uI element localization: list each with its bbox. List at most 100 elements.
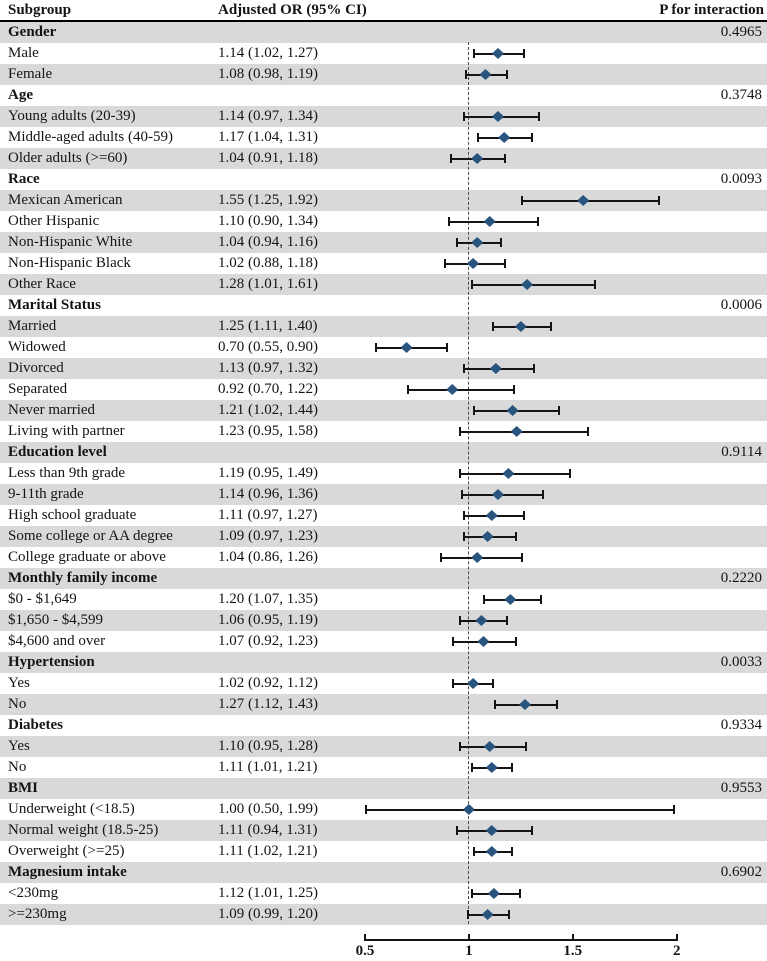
p-interaction-value: 0.9553 <box>720 780 762 796</box>
ci-error-bar <box>493 694 559 715</box>
ci-error-bar <box>448 211 540 232</box>
subgroup-label: $0 - $1,649 <box>8 591 77 607</box>
or-point-diamond <box>491 489 504 500</box>
subgroup-label: Widowed <box>8 339 66 355</box>
subgroup-label: Yes <box>8 675 30 691</box>
ci-cap-left <box>471 763 473 772</box>
ci-error-bar <box>444 253 507 274</box>
section-header-row: Gender 0.4965 <box>0 22 767 43</box>
or-point-diamond <box>504 594 517 605</box>
p-interaction-value: 0.0093 <box>720 171 762 187</box>
ci-error-bar <box>471 757 513 778</box>
or-ci-text: 1.20 (1.07, 1.35) <box>218 591 318 607</box>
subgroup-label: Less than 9th grade <box>8 465 126 481</box>
ci-cap-right <box>446 343 449 352</box>
ci-cap-left <box>456 826 459 835</box>
subgroup-row: Married 1.25 (1.11, 1.40) <box>0 316 767 337</box>
section-name: Age <box>8 87 33 103</box>
ci-cap-left <box>375 343 378 352</box>
ci-error-bar <box>462 505 525 526</box>
or-point-diamond <box>485 762 498 773</box>
or-point-diamond <box>479 69 492 80</box>
p-interaction-value: 0.6902 <box>720 864 762 880</box>
ci-error-bar <box>452 673 494 694</box>
ci-cap-left <box>462 532 465 541</box>
ci-cap-left <box>458 469 461 478</box>
subgroup-row: Non-Hispanic Black 1.02 (0.88, 1.18) <box>0 253 767 274</box>
axis-tick <box>571 934 574 941</box>
or-ci-text: 1.09 (0.99, 1.20) <box>218 906 318 922</box>
ci-cap-right <box>568 469 571 478</box>
section-header-row: Marital Status 0.0006 <box>0 295 767 316</box>
axis-tick <box>675 934 678 941</box>
or-point-diamond <box>514 321 527 332</box>
ci-cap-left <box>473 49 476 58</box>
or-point-diamond <box>510 426 523 437</box>
column-header-subgroup: Subgroup <box>8 2 72 18</box>
p-interaction-value: 0.2220 <box>720 570 762 586</box>
or-ci-text: 1.12 (1.01, 1.25) <box>218 885 318 901</box>
or-ci-text: 1.02 (0.92, 1.12) <box>218 675 318 691</box>
ci-error-bar <box>477 127 534 148</box>
subgroup-label: Middle-aged adults (40-59) <box>8 129 173 145</box>
subgroup-row: $0 - $1,649 1.20 (1.07, 1.35) <box>0 589 767 610</box>
ci-cap-left <box>473 847 476 856</box>
subgroup-row: Underweight (<18.5) 1.00 (0.50, 1.99) <box>0 799 767 820</box>
ci-cap-left <box>471 889 473 898</box>
ci-error-bar <box>491 316 553 337</box>
subgroup-row: Young adults (20-39) 1.14 (0.97, 1.34) <box>0 106 767 127</box>
section-header-row: Monthly family income 0.2220 <box>0 568 767 589</box>
ci-error-bar <box>375 337 449 358</box>
subgroup-row: Divorced 1.13 (0.97, 1.32) <box>0 358 767 379</box>
or-ci-text: 1.06 (0.95, 1.19) <box>218 612 318 628</box>
ci-error-bar <box>458 736 528 757</box>
or-point-diamond <box>506 405 519 416</box>
p-interaction-value: 0.4965 <box>720 24 762 40</box>
subgroup-row: Other Hispanic 1.10 (0.90, 1.34) <box>0 211 767 232</box>
subgroup-label: Underweight (<18.5) <box>8 801 135 817</box>
subgroup-label: No <box>8 696 27 712</box>
ci-line <box>471 283 596 286</box>
section-header-row: Age 0.3748 <box>0 85 767 106</box>
subgroup-label: Other Hispanic <box>8 213 100 229</box>
ci-cap-right <box>518 889 521 898</box>
subgroup-row: <230mg 1.12 (1.01, 1.25) <box>0 883 767 904</box>
ci-cap-left <box>477 133 480 142</box>
subgroup-row: Separated 0.92 (0.70, 1.22) <box>0 379 767 400</box>
section-header-row: Education level 0.9114 <box>0 442 767 463</box>
subgroup-row: Living with partner 1.23 (0.95, 1.58) <box>0 421 767 442</box>
or-ci-text: 1.09 (0.97, 1.23) <box>218 528 318 544</box>
subgroup-row: No 1.27 (1.12, 1.43) <box>0 694 767 715</box>
ci-cap-right <box>539 595 542 604</box>
ci-cap-right <box>537 112 540 121</box>
subgroup-label: Some college or AA degree <box>8 528 173 544</box>
axis-tick-label: 0.5 <box>355 943 375 959</box>
subgroup-label: $4,600 and over <box>8 633 106 649</box>
section-header-row: Race 0.0093 <box>0 169 767 190</box>
or-point-diamond <box>481 531 494 542</box>
ci-cap-left <box>365 805 367 814</box>
or-ci-text: 1.17 (1.04, 1.31) <box>218 129 318 145</box>
axis-tick <box>467 934 470 941</box>
subgroup-row: Widowed 0.70 (0.55, 0.90) <box>0 337 767 358</box>
or-ci-text: 0.92 (0.70, 1.22) <box>218 381 318 397</box>
subgroup-label: Never married <box>8 402 96 418</box>
subgroup-row: Other Race 1.28 (1.01, 1.61) <box>0 274 767 295</box>
section-name: Gender <box>8 24 57 40</box>
column-header-adjusted-or: Adjusted OR (95% CI) <box>218 2 367 18</box>
ci-cap-left <box>450 154 453 163</box>
subgroup-label: $1,650 - $4,599 <box>8 612 103 628</box>
section-header-row: BMI 0.9553 <box>0 778 767 799</box>
subgroup-label: <230mg <box>8 885 59 901</box>
or-point-diamond <box>481 909 494 920</box>
or-ci-text: 1.25 (1.11, 1.40) <box>218 318 318 334</box>
or-point-diamond <box>577 195 590 206</box>
or-ci-text: 1.10 (0.90, 1.34) <box>218 213 318 229</box>
ci-error-bar <box>456 232 503 253</box>
ci-error-bar <box>473 841 513 862</box>
ci-cap-right <box>522 49 525 58</box>
section-name: Race <box>8 171 40 187</box>
or-point-diamond <box>491 48 504 59</box>
ci-cap-right <box>510 847 513 856</box>
ci-cap-left <box>458 742 461 751</box>
